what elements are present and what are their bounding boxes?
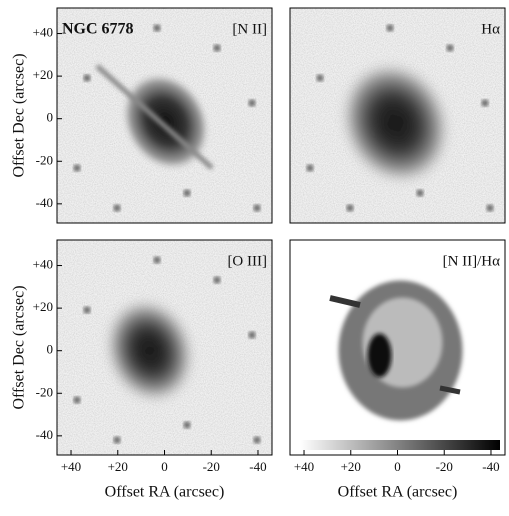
star [83,74,91,82]
jet [95,64,214,170]
nebula [341,62,450,184]
star [316,74,324,82]
star [73,396,81,404]
x-tick-label: -20 [203,459,220,474]
jet [439,385,461,395]
panel-label: [O III] [227,253,267,269]
star [83,306,91,314]
y-tick-label: +40 [33,257,53,272]
star [481,99,489,107]
y-tick-label: +40 [33,25,53,40]
star [183,421,191,429]
y-tick-label: -20 [36,384,53,399]
star [306,164,314,172]
star [248,331,256,339]
star [213,276,221,284]
star [73,164,81,172]
y-tick-label: -40 [36,427,53,442]
y-tick-label: -20 [36,152,53,167]
star [253,204,261,212]
x-tick-label: 0 [394,459,401,474]
panel-label: [N II] [232,21,267,37]
panel: +40 +20 0 -20 -40 NGC 6778 [N II] Offset Dec (a… [11,7,273,224]
star [346,204,354,212]
star [183,189,191,197]
y-axis-label: Offset Dec (arcsec) [11,53,28,177]
panel-frame [56,7,273,224]
colorbar [300,440,500,450]
panel-title: NGC 6778 [62,21,134,38]
x-tick-label: -40 [482,459,499,474]
x-tick-label: -20 [436,459,453,474]
ratio-map-dark [367,333,392,378]
nebula [106,299,194,402]
panel-label: [N II]/Hα [443,253,501,269]
star [113,204,121,212]
x-tick-label: 0 [161,459,168,474]
x-tick-label: +40 [294,459,314,474]
x-tick-label: +20 [108,459,128,474]
panel-label: Hα [481,21,500,37]
star [416,189,424,197]
panel: +40 +20 0 -20 -40 +40 +20 0 -20 -40 [O III] Offset … [11,239,273,501]
x-tick-label: -40 [249,459,266,474]
star [113,436,121,444]
y-tick-label: 0 [47,342,54,357]
panel: Hα [289,7,506,224]
x-tick-label: +20 [341,459,361,474]
star [486,204,494,212]
star [253,436,261,444]
star [213,44,221,52]
star [248,99,256,107]
jet [329,295,361,308]
y-tick-label: 0 [47,110,54,125]
y-tick-label: -40 [36,195,53,210]
panel-frame [289,7,506,224]
star [153,24,161,32]
panel: +40 +20 0 -20 -40 [N II]/Hα Offset RA (arcsec) [289,239,506,501]
x-tick-label: +40 [61,459,81,474]
x-axis-label: Offset RA (arcsec) [338,484,458,501]
y-axis-label: Offset Dec (arcsec) [11,285,28,409]
y-tick-label: +20 [33,67,53,82]
star [153,256,161,264]
y-tick-label: +20 [33,299,53,314]
star [386,24,394,32]
x-axis-label: Offset RA (arcsec) [105,484,225,501]
star [446,44,454,52]
